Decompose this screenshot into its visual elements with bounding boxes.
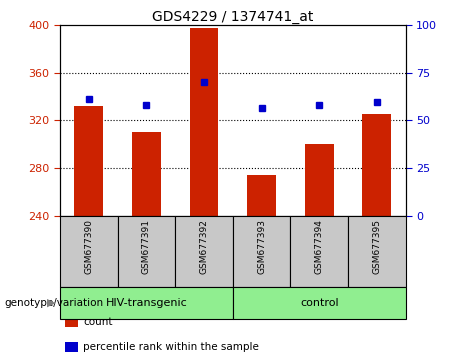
Text: count: count [83, 317, 112, 327]
Text: GSM677395: GSM677395 [372, 219, 381, 274]
Bar [189, 28, 219, 216]
Text: HIV-transgenic: HIV-transgenic [106, 298, 187, 308]
Text: genotype/variation: genotype/variation [5, 298, 104, 308]
Bar [305, 144, 334, 216]
Text: GSM677391: GSM677391 [142, 219, 151, 274]
Bar [132, 132, 161, 216]
Text: GSM677390: GSM677390 [84, 219, 93, 274]
Bar [74, 106, 103, 216]
Text: GSM677393: GSM677393 [257, 219, 266, 274]
Text: GSM677392: GSM677392 [200, 219, 208, 274]
Bar [247, 175, 276, 216]
Text: ▶: ▶ [47, 298, 55, 308]
Bar [362, 114, 391, 216]
Title: GDS4229 / 1374741_at: GDS4229 / 1374741_at [152, 10, 313, 24]
Text: GSM677394: GSM677394 [315, 219, 324, 274]
Text: percentile rank within the sample: percentile rank within the sample [83, 342, 259, 352]
Text: control: control [300, 298, 338, 308]
